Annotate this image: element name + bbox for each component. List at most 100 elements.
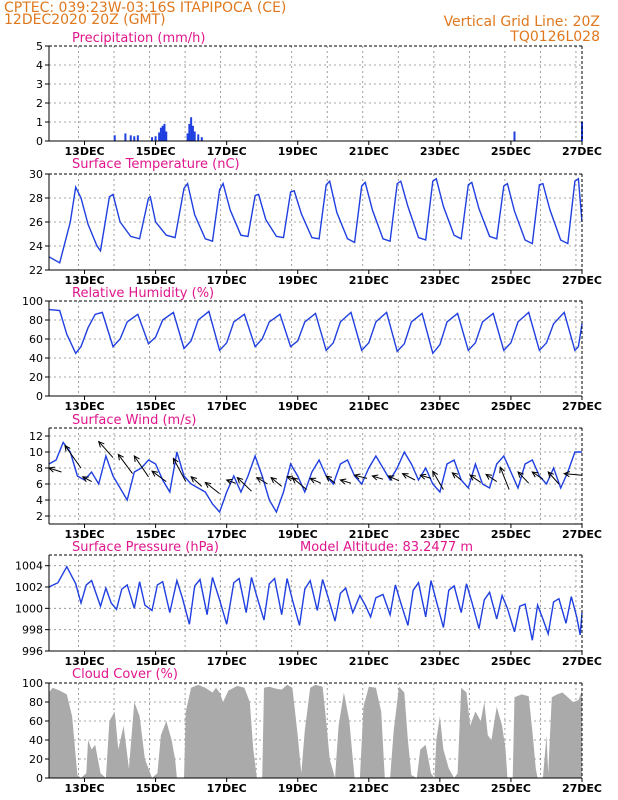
- y-tick-label: 4: [36, 494, 43, 507]
- wind-arrowhead: [401, 473, 409, 479]
- y-tick-label: 10: [29, 446, 43, 459]
- precip-bar: [133, 136, 136, 141]
- y-tick-label: 0: [36, 135, 43, 148]
- series-line: [48, 565, 583, 641]
- wind-arrowhead: [97, 440, 105, 448]
- x-tick-label: 15DEC: [136, 655, 176, 668]
- y-tick-label: 3: [36, 78, 43, 91]
- panel-title: Surface Pressure (hPa): [72, 540, 219, 555]
- x-tick-label: 13DEC: [65, 145, 105, 158]
- series-line: [48, 177, 583, 264]
- x-tick-label: 17DEC: [207, 400, 247, 413]
- y-tick-label: 24: [29, 240, 43, 253]
- panel-3: Surface Wind (m/s)13DEC 15DEC 17DEC 19DEC 21…: [29, 413, 602, 541]
- precip-bar: [158, 132, 161, 141]
- x-tick-label: 21DEC: [349, 782, 389, 795]
- wind-vector: [388, 475, 400, 482]
- x-tick-label: 21DEC: [349, 400, 389, 413]
- y-tick-label: 996: [22, 645, 43, 658]
- x-tick-label: 27DEC: [562, 782, 602, 795]
- wind-vector: [236, 477, 252, 492]
- wind-vector: [309, 477, 322, 484]
- panel-4: Surface Pressure (hPa) Model Altitude: 83…: [15, 540, 602, 668]
- x-tick-label: 13DEC: [65, 782, 105, 795]
- wind-vector: [469, 474, 482, 483]
- precip-bar: [200, 137, 203, 141]
- y-tick-label: 28: [29, 192, 43, 205]
- wind-vector: [292, 477, 307, 490]
- precip-bar: [193, 131, 196, 141]
- wind-arrowhead: [291, 476, 299, 484]
- series-line: [48, 308, 583, 355]
- x-tick-label: 21DEC: [349, 655, 389, 668]
- wind-arrowhead: [190, 476, 198, 483]
- precip-bar: [129, 135, 132, 141]
- panel-title: Precipitation (mm/h): [72, 31, 205, 46]
- wind-vector: [82, 476, 92, 483]
- wind-arrowhead: [432, 470, 439, 478]
- header-line2: 12DEC2020 20Z (GMT): [4, 12, 166, 28]
- x-tick-label: 25DEC: [491, 528, 531, 541]
- wind-vector: [325, 475, 336, 484]
- wind-vector: [117, 454, 133, 474]
- wind-arrowhead: [547, 471, 554, 478]
- wind-vector: [432, 470, 444, 490]
- wind-vector: [372, 475, 384, 480]
- x-tick-label: 23DEC: [420, 145, 460, 158]
- precip-bar: [151, 137, 154, 141]
- wind-vector: [172, 458, 187, 482]
- x-tick-label: 23DEC: [420, 528, 460, 541]
- wind-vector: [190, 476, 203, 487]
- x-tick-label: 19DEC: [278, 274, 318, 287]
- wind-vector: [64, 445, 82, 469]
- x-tick-label: 19DEC: [278, 400, 318, 413]
- precip-bar: [136, 135, 139, 141]
- panel-1: Surface Temperature (nC) 13DEC 15DEC 17DEC 1…: [29, 157, 602, 287]
- x-tick-label: 27DEC: [562, 274, 602, 287]
- wind-vector: [205, 482, 220, 494]
- wind-vector: [499, 467, 510, 490]
- y-tick-label: 26: [29, 216, 43, 229]
- y-tick-label: 2: [36, 510, 43, 523]
- y-tick-label: 998: [22, 624, 43, 637]
- x-tick-label: 13DEC: [65, 274, 105, 287]
- x-tick-label: 15DEC: [136, 274, 176, 287]
- x-tick-label: 13DEC: [65, 528, 105, 541]
- y-tick-label: 2: [36, 97, 43, 110]
- panel-title: Surface Wind (m/s): [72, 413, 196, 428]
- y-tick-label: 100: [22, 677, 43, 690]
- wind-arrowhead: [563, 471, 571, 478]
- y-tick-label: 0: [36, 390, 43, 403]
- panel-title: Relative Humidity (%): [72, 286, 214, 301]
- y-tick-label: 60: [29, 715, 43, 728]
- y-tick-label: 40: [29, 734, 43, 747]
- wind-arrowhead: [339, 478, 347, 485]
- wind-arrowhead: [485, 473, 493, 480]
- header-grid-line: Vertical Grid Line: 20Z: [444, 14, 600, 30]
- wind-arrowhead: [255, 477, 263, 483]
- precip-bar: [154, 136, 157, 141]
- wind-vector: [98, 441, 114, 458]
- x-tick-label: 17DEC: [207, 145, 247, 158]
- x-tick-label: 27DEC: [562, 400, 602, 413]
- wind-arrowhead: [172, 457, 179, 465]
- x-tick-label: 19DEC: [278, 782, 318, 795]
- precip-bar: [186, 133, 189, 141]
- panel-title: Surface Temperature (nC): [72, 157, 240, 172]
- wind-arrowhead: [371, 474, 379, 481]
- wind-vector: [340, 479, 352, 484]
- wind-arrowhead: [309, 477, 317, 484]
- y-tick-label: 60: [29, 333, 43, 346]
- wind-arrowhead: [469, 474, 477, 481]
- y-tick-label: 1004: [15, 560, 43, 573]
- wind-arrowhead: [133, 455, 140, 463]
- wind-vector: [133, 455, 149, 478]
- x-tick-label: 23DEC: [420, 274, 460, 287]
- wind-arrowhead: [81, 476, 89, 482]
- panel-5: Cloud Cover (%) 13DEC 15DEC 17DEC 19DEC 21DEC…: [22, 667, 602, 795]
- y-tick-label: 6: [36, 478, 43, 491]
- y-tick-label: 5: [36, 40, 43, 53]
- wind-vector: [270, 477, 283, 487]
- x-tick-label: 15DEC: [136, 528, 176, 541]
